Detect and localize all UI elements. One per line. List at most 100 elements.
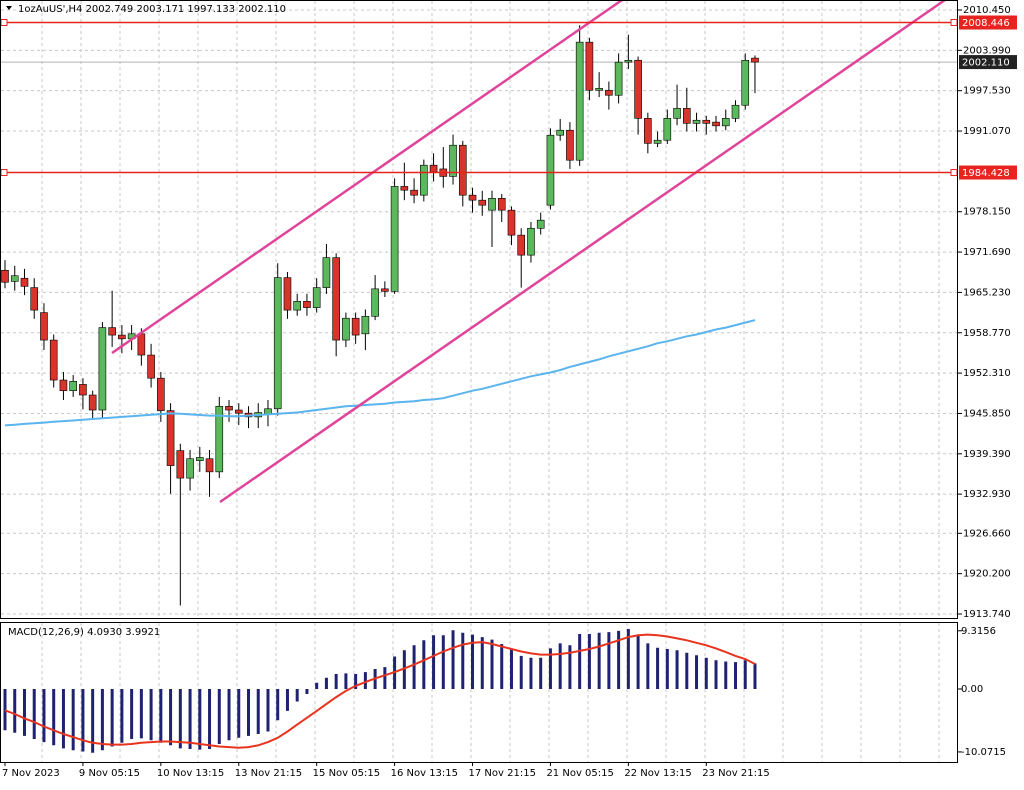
macd-bar: [451, 630, 455, 689]
macd-signal: [4, 633, 756, 749]
macd-bar: [646, 643, 650, 689]
level-handle: [0, 169, 8, 177]
x-tick-label: 17 Nov 21:15: [469, 768, 536, 779]
level-label-bg: [959, 15, 1017, 30]
candle-body: [410, 189, 418, 196]
candle-body: [653, 139, 662, 144]
macd-bar: [247, 689, 250, 736]
dropdown-icon[interactable]: [6, 6, 12, 10]
candle-body: [361, 316, 370, 335]
macd-bar: [52, 689, 56, 746]
y-tick-label: 2003.990: [963, 45, 1011, 56]
macd-bar: [480, 637, 484, 689]
candle-body: [20, 277, 29, 287]
macd-bar: [597, 632, 601, 689]
candle-body: [196, 457, 204, 461]
x-tick-label: 9 Nov 05:15: [79, 768, 140, 779]
macd-bar: [704, 657, 708, 689]
macd-bar: [568, 645, 572, 689]
macd-bar: [120, 689, 124, 743]
macd-bar: [432, 635, 436, 689]
candle-body: [147, 354, 155, 379]
candle-body: [682, 108, 691, 124]
macd-bar: [130, 689, 134, 739]
candle-body: [741, 59, 750, 106]
candle-body: [157, 377, 165, 411]
macd-bar: [149, 689, 153, 741]
candle-body: [751, 57, 759, 63]
macd-bar: [665, 649, 669, 689]
y-tick-label: 1965.230: [963, 287, 1011, 298]
candle-body: [10, 275, 19, 282]
x-tick-label: 16 Nov 13:15: [391, 768, 458, 779]
y-tick-label: 1926.660: [963, 528, 1011, 539]
candle-body: [546, 134, 555, 206]
y-tick-label: 1971.690: [963, 247, 1011, 258]
macd-bar: [3, 689, 7, 731]
candle-body: [458, 144, 467, 196]
x-tick-label: 21 Nov 05:15: [546, 768, 613, 779]
macd-bar: [227, 689, 231, 741]
y-tick-label: 1913.740: [963, 609, 1011, 620]
candle-body: [575, 41, 584, 161]
candle-body: [663, 118, 672, 141]
candle-body: [712, 121, 720, 127]
macd-bar: [490, 639, 494, 689]
macd-bar: [656, 647, 660, 689]
macd-bar: [276, 689, 280, 721]
macd-bar: [548, 648, 552, 689]
candle-body: [449, 144, 457, 177]
macd-bar: [13, 689, 17, 733]
candle-body: [351, 317, 360, 336]
macd-header: MACD(12,26,9) 4.0930 3.9921: [8, 627, 160, 638]
candle-body: [332, 257, 340, 341]
level-handle: [950, 169, 958, 177]
candle-body: [225, 405, 233, 411]
y-tick-label: 1932.930: [963, 489, 1011, 500]
candle-body: [420, 164, 428, 196]
y-tick-label: 2010.450: [963, 5, 1011, 16]
macd-bar: [22, 689, 26, 736]
candle-body: [527, 227, 535, 256]
candle-body: [49, 339, 58, 381]
macd-bar: [714, 660, 718, 689]
main-panel-border: [0, 0, 958, 619]
y-tick-label: 0.00: [961, 684, 983, 695]
candle-body: [69, 380, 77, 391]
y-tick-label: -10.0715: [961, 747, 1006, 758]
macd-bar: [734, 662, 737, 689]
macd-bar: [587, 634, 591, 689]
macd-bar: [32, 689, 36, 739]
candle-body: [59, 379, 68, 391]
level-handle: [950, 19, 958, 27]
macd-bar: [383, 667, 387, 689]
moving-average: [4, 319, 756, 427]
candle-body: [322, 257, 331, 288]
y-tick-label: 9.3156: [961, 626, 996, 637]
y-tick-label: 1978.150: [963, 207, 1011, 218]
macd-bar: [188, 689, 192, 749]
macd-bar: [675, 650, 679, 689]
candle-body: [176, 450, 185, 479]
level-label: 2008.446: [962, 18, 1010, 29]
macd-bar: [315, 682, 319, 689]
candle-body: [88, 394, 97, 411]
current-price-bg: [959, 55, 1017, 70]
candle-body: [478, 199, 487, 206]
macd-bar: [743, 660, 747, 689]
macd-bar: [509, 649, 513, 689]
current-price-label: 2002.110: [962, 58, 1010, 69]
macd-bar: [422, 640, 426, 689]
overlay-layer: [0, 19, 958, 177]
candle-body: [264, 408, 272, 415]
y-tick-label: 1945.850: [963, 408, 1011, 419]
macd-bar: [285, 689, 289, 711]
macd-bar: [198, 689, 202, 750]
macd-bar: [208, 689, 212, 749]
candle-body: [644, 118, 652, 144]
x-tick-label: 15 Nov 05:15: [313, 768, 380, 779]
macd-bar: [110, 689, 114, 747]
y-tick-label: 1939.390: [963, 449, 1011, 460]
x-tick-label: 10 Nov 13:15: [157, 768, 224, 779]
